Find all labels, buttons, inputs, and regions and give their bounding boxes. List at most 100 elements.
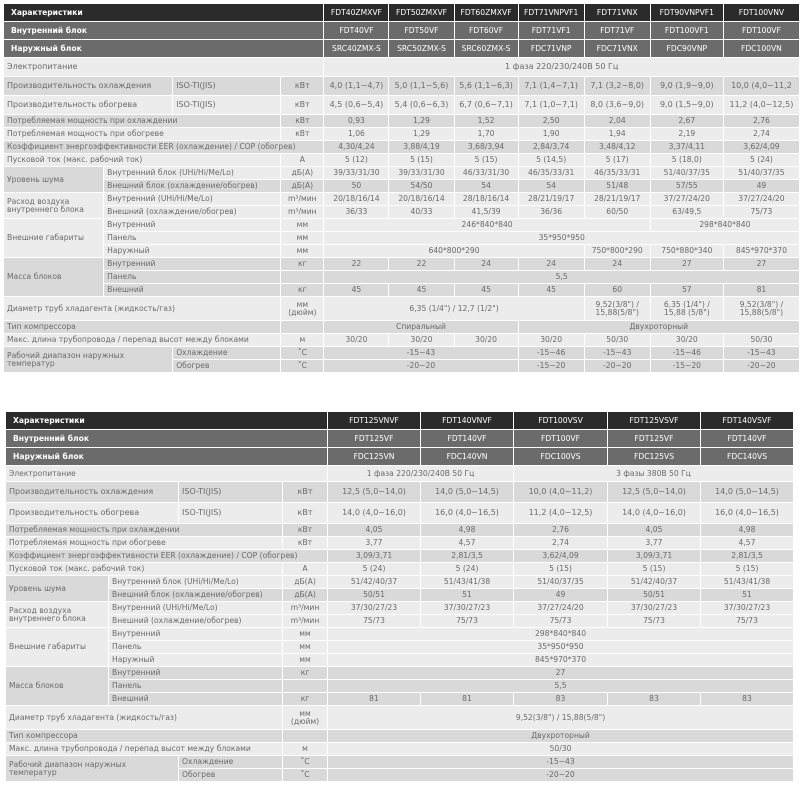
header-label: Характеристики [2,3,325,22]
row-weight-outdoor: Внешний кг 81 81 83 83 83 [6,692,795,706]
value-cell: 46/35/33/31 [583,166,651,180]
value-cell: -15~46 [649,346,724,360]
unit [281,679,329,693]
value-cell: 14,0 (4,0~16,0) [327,502,422,524]
row-label: Потребляемая мощность при охлаждении [5,523,283,537]
value-cell: 298*840*840 [649,218,800,232]
unit: кВт [280,114,325,128]
unit [281,729,329,743]
row-power-consumption-heating: Потребляемая мощность при обогреве кВт 3… [5,536,795,550]
value-cell: 83 [607,692,702,706]
value-cell: 1,29 [388,114,455,128]
row-weight-outdoor: Внешний кг 45 45 45 45 60 57 81 [4,283,800,297]
value-cell: 37/27/24/20 [722,192,800,206]
row-label: Коэффициент энергоэффективности EER (охл… [4,549,329,563]
unit: m³/мин [280,192,325,206]
row-noise-indoor: Уровень шума Внутренний блок (UHi/Hi/Me/… [5,575,795,602]
indoor-model: FDT60VF [453,21,519,40]
outdoor-model: FDC125VS [607,447,702,466]
value-cell: 2,67 [649,114,724,128]
value-cell: 5,0 (1,1~5,6) [388,76,455,96]
unit: ˚С [280,359,325,373]
unit: мм [281,627,329,641]
value-cell: -20~20 [327,768,795,782]
row-dimensions-indoor: Внешние габариты Внутренний мм 246*840*8… [2,218,800,258]
value-cell: -15~46 [517,346,585,360]
value-cell: 1 фаза 220/230/240В 50 Гц [327,465,515,482]
row-label: Производительность обогрева [2,95,174,115]
value-cell: 750*880*340 [649,244,724,258]
value-cell: 246*840*840 [323,218,651,232]
value-cell: 81 [722,283,800,297]
unit [280,270,325,284]
value-cell: 2,19 [649,127,724,141]
standard-label: ISO-TI(JIS) [172,95,282,115]
value-cell: 3,77 [327,536,422,550]
value-cell: 5 (15) [388,153,455,167]
value-cell: 60/50 [583,205,651,219]
value-cell: 2,74 [513,536,609,550]
sub-label: Внешний [108,692,283,706]
value-cell: 36/36 [517,205,585,219]
row-label: Потребляемая мощность при обогреве [5,536,283,550]
value-cell: 46/33/31/30 [453,166,519,180]
unit: мм [281,640,329,654]
unit: дБ(А) [280,179,325,193]
unit: кВт [281,536,329,550]
row-start-current: Пусковой ток (макс. рабочий ток) A 5 (12… [2,153,800,167]
indoor-model: FDT140VF [700,429,795,448]
outdoor-model: FDC71VNP [517,39,585,58]
sub-label: Внешний (охлаждение/обогрев) [103,205,282,219]
value-cell: 5 (24) [420,562,515,576]
value-cell: 4,98 [420,523,515,537]
unit: ˚С [281,755,329,769]
value-cell: 45 [388,283,455,297]
standard-label: ISO-TI(JIS) [178,481,283,503]
sub-label: Внешний блок (охлаждение/обогрев) [108,588,283,602]
value-cell: 27 [722,257,800,271]
group-label: Масса блоков [2,257,105,297]
row-noise-outdoor: Внешний блок (охлаждение/обогрев) дБ(А) … [4,179,800,193]
value-cell: 845*970*370 [722,244,800,258]
value-cell: Двухроторный [517,320,800,334]
value-cell: 5 (18,0) [649,153,724,167]
row-temp-range-cooling: Рабочий диапазон наружных температур Охл… [2,346,800,373]
sub-label: Обогрев [178,768,283,782]
row-compressor: Тип компрессора Двухроторный [5,729,795,743]
value-cell: 50/30 [583,333,651,347]
group-label: Рабочий диапазон наружных температур [2,346,174,373]
row-heating-capacity: Производительность обогрева ISO-TI(JIS) … [5,502,795,524]
row-label: Производительность охлаждения [5,481,179,503]
row-heating-capacity: Производительность обогрева ISO-TI(JIS) … [2,95,800,115]
row-label: Электропитание [4,465,329,482]
row-power-consumption-cooling: Потребляемая мощность при охлаждении кВт… [5,523,795,537]
value-cell: 11,2 (4,0~12,5) [722,95,800,115]
value-cell: 9,0 (1,5~9,0) [649,95,724,115]
value-cell: 24 [453,257,519,271]
value-cell: 4,05 [607,523,702,537]
value-cell: 37/30/27/23 [607,601,702,615]
value-cell: 7,1 (1,4~7,1) [517,76,585,96]
value-cell: 51/40/37/35 [513,575,609,589]
value-cell: 845*970*370 [327,653,795,667]
value-cell: 6,35 (1/4") / 15,88 (5/8") [649,296,724,321]
value-cell: 14,0 (5,0~14,5) [420,481,515,503]
value-cell: 6,35 (1/4") / 12,7 (1/2") [323,296,585,321]
model-name: FDT50ZMXVF [388,3,455,22]
model-name: FDT40ZMXVF [323,3,390,22]
row-temp-range-cooling: Рабочий диапазон наружных температур Охл… [5,755,795,782]
indoor-model: FDT40VF [323,21,390,40]
group-label: Внешние габариты [5,627,109,667]
outdoor-model: FDC100VN [722,39,800,58]
value-cell: 83 [513,692,609,706]
value-cell: 5,5 [323,270,800,284]
row-airflow-outdoor: Внешний (охлаждение/обогрев) m³/мин 36/3… [4,205,800,219]
standard-label: ISO-TI(JIS) [178,502,283,524]
unit: кг [280,257,325,271]
row-label: Производительность обогрева [5,502,179,524]
row-label: Диаметр труб хладагента (жидкость/газ) [2,296,282,321]
header-label: Характеристики [4,411,329,430]
value-cell: 49 [722,179,800,193]
model-name: FDT125VNVF [327,411,422,430]
model-name: FDT140VNVF [420,411,515,430]
